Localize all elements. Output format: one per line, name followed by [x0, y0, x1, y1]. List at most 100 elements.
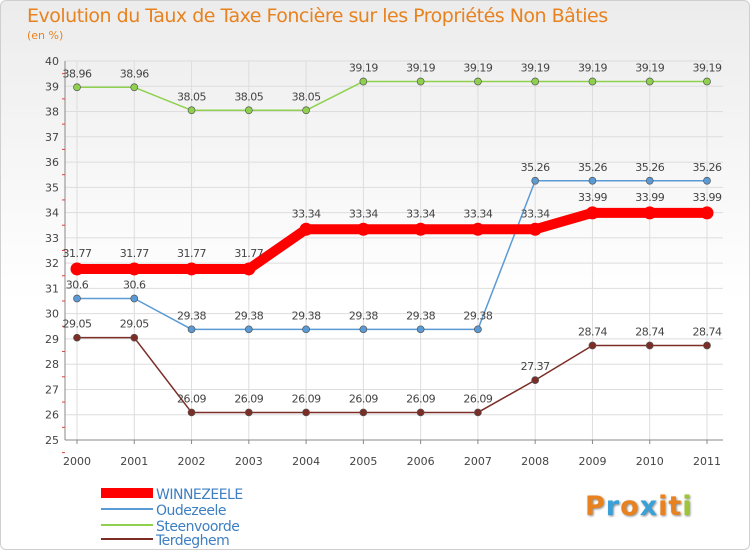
data-label: 31.77	[234, 247, 263, 260]
data-point	[645, 341, 654, 350]
data-point	[73, 333, 81, 342]
x-tick-label: 2007	[464, 455, 492, 468]
y-tick-label: 29	[45, 333, 59, 346]
series-terdeghem: 29.05 29.05 26.09 26.09 26.09 26.09 26.09 26.09…	[63, 318, 722, 417]
series-winnezeele: 31.77 31.77 31.77 31.77 33.34 33.34 33.34 33.34…	[63, 191, 722, 276]
legend-label: Steenvoorde	[156, 519, 239, 535]
x-tick-label: 2000	[63, 455, 91, 468]
data-point	[528, 222, 542, 236]
series-oudezeele: 30.6 30.6 29.38 29.38 29.38 29.38 29.38 29.38 35…	[66, 161, 722, 334]
data-label: 29.05	[120, 318, 149, 331]
data-label: 35.26	[521, 161, 550, 174]
data-point	[187, 408, 196, 417]
x-tick-label: 2004	[292, 455, 320, 468]
x-tick-label: 2010	[636, 455, 664, 468]
y-tick-label: 38	[45, 106, 59, 119]
data-point	[359, 325, 368, 334]
y-tick-label: 32	[45, 257, 59, 270]
y-tick-label: 27	[45, 383, 59, 396]
y-tick-label: 36	[45, 156, 59, 169]
data-point	[302, 106, 310, 115]
data-label: 29.38	[292, 309, 321, 322]
data-label: 33.34	[521, 207, 550, 220]
data-point	[588, 341, 597, 350]
x-tick-label: 2006	[407, 455, 435, 468]
data-point	[531, 376, 540, 384]
x-tick-label: 2008	[521, 455, 549, 468]
data-point	[244, 408, 253, 417]
axes	[64, 61, 723, 441]
legend-label: Terdeghem	[155, 533, 229, 549]
data-point	[302, 408, 310, 417]
data-label: 33.34	[349, 207, 378, 220]
legend-label: WINNEZEELE	[156, 487, 243, 503]
data-point	[474, 325, 482, 334]
data-label: 26.09	[234, 392, 263, 405]
data-point	[187, 325, 196, 334]
legend-label: Oudezeele	[156, 503, 226, 519]
data-point	[471, 222, 485, 236]
data-label: 29.05	[63, 318, 92, 331]
data-point	[356, 222, 370, 236]
data-label: 35.26	[635, 161, 664, 174]
series-line	[72, 207, 712, 274]
data-label: 38.96	[120, 67, 149, 80]
x-tick-label: 2003	[235, 455, 263, 468]
data-point	[416, 325, 425, 334]
data-label: 30.6	[123, 279, 146, 292]
data-label: 38.05	[292, 90, 321, 103]
logo-letter: i	[658, 491, 669, 522]
data-label: 27.37	[521, 360, 550, 373]
data-label: 39.19	[463, 61, 492, 74]
data-point	[73, 294, 81, 303]
data-label: 33.99	[693, 191, 722, 204]
data-label: 28.74	[635, 326, 664, 339]
y-tick-label: 25	[45, 434, 59, 447]
data-point	[645, 77, 654, 86]
series-line	[76, 336, 708, 414]
y-tick-label: 34	[45, 207, 59, 220]
legend-item-winnezeele: WINNEZEELE	[101, 487, 243, 503]
data-point	[703, 77, 711, 86]
data-point	[359, 77, 368, 86]
data-label: 26.09	[292, 392, 321, 405]
data-point	[244, 106, 253, 115]
data-label: 39.19	[693, 61, 722, 74]
series-line	[76, 80, 708, 112]
data-point	[359, 408, 368, 417]
y-tick-label: 30	[45, 308, 59, 321]
data-point	[127, 262, 141, 276]
data-label: 33.34	[406, 207, 435, 220]
data-point	[244, 325, 253, 334]
data-label: 35.26	[578, 161, 607, 174]
data-label: 29.38	[463, 309, 492, 322]
data-point	[70, 262, 84, 276]
data-label: 33.99	[635, 191, 664, 204]
data-label: 38.05	[177, 90, 206, 103]
x-tick-label: 2011	[693, 455, 721, 468]
data-point	[187, 106, 196, 115]
data-label: 26.09	[463, 392, 492, 405]
data-label: 28.74	[693, 326, 722, 339]
legend-item-oudezeele: Oudezeele	[101, 503, 226, 519]
data-label: 29.38	[349, 309, 378, 322]
data-point	[130, 333, 139, 342]
data-label: 39.19	[349, 61, 378, 74]
data-point	[700, 206, 714, 220]
legend-item-steenvoorde: Steenvoorde	[101, 519, 240, 535]
data-point	[645, 176, 654, 185]
data-point	[703, 176, 711, 185]
data-label: 31.77	[120, 247, 149, 260]
data-label: 33.34	[463, 207, 492, 220]
data-point	[474, 408, 482, 417]
data-label: 39.19	[521, 61, 550, 74]
chart-subtitle: (en %)	[27, 29, 64, 42]
y-tick-label: 31	[45, 282, 59, 295]
data-label: 38.96	[63, 67, 92, 80]
data-point	[416, 408, 425, 417]
y-axis-ticks: 25 26 27 28 29 30 31 32 33 34 35 36 37 38 39 40	[45, 55, 65, 454]
data-point	[588, 176, 597, 185]
y-tick-label: 39	[45, 80, 59, 93]
